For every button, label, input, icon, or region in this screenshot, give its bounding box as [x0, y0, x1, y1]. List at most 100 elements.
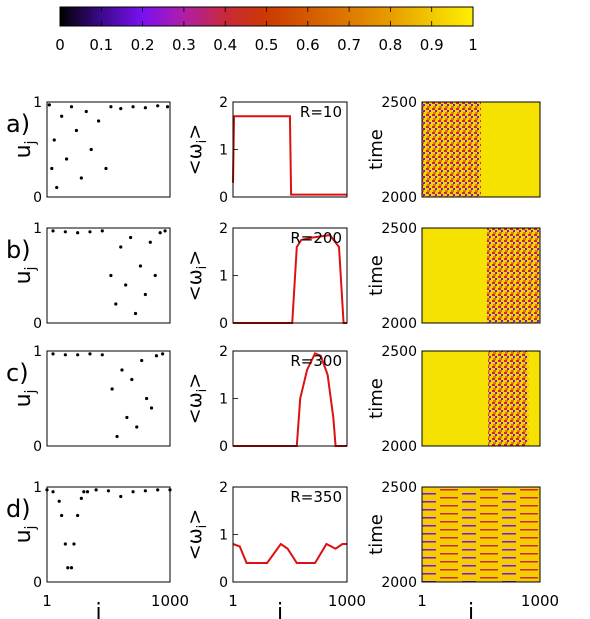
scatter-point: [63, 230, 67, 234]
scatter-point: [119, 107, 123, 111]
heatmap-image: [422, 228, 540, 323]
scatter-point: [52, 138, 56, 142]
scatter-point: [89, 147, 93, 152]
y-tick-label: 0: [33, 190, 42, 206]
x-tick-label: 1: [228, 592, 238, 610]
r-annotation: R=350: [290, 488, 342, 506]
y-tick-label: 2: [219, 221, 228, 237]
axes-frame: [46, 350, 171, 447]
scatter-point: [143, 489, 147, 493]
scatter-point: [69, 566, 74, 570]
colorbar-tick-label: 0.9: [420, 36, 444, 54]
scatter-point: [55, 185, 59, 190]
scatter-point: [84, 109, 88, 114]
series-line: [233, 352, 347, 447]
scatter-point: [145, 396, 149, 401]
y-tick-label: 2: [219, 480, 228, 496]
x-tick-label: 1000: [328, 592, 366, 610]
scatter-point: [51, 490, 55, 494]
y-tick-label: 1: [219, 392, 228, 408]
scatter-point: [148, 240, 152, 244]
scatter-point: [129, 235, 133, 240]
axes-frame: [421, 350, 541, 447]
row-label: b): [6, 236, 31, 264]
scatter-point: [154, 354, 159, 358]
y-tick-label: 2500: [381, 480, 417, 496]
scatter-point: [50, 166, 54, 171]
scatter-point: [94, 488, 98, 492]
y-axis-label: time: [366, 129, 387, 170]
x-axis-label: i: [277, 600, 283, 619]
scatter-point: [51, 352, 55, 356]
scatter-point: [158, 231, 162, 235]
scatter-point: [143, 106, 147, 110]
scatter-point: [60, 513, 64, 518]
row-label: a): [6, 110, 30, 138]
scatter-point: [51, 229, 55, 233]
y-tick-label: 2500: [381, 344, 417, 360]
scatter-point: [74, 128, 79, 133]
series-line: [232, 542, 347, 564]
colorbar-tick-label: 0.8: [378, 36, 402, 54]
axes-frame: [421, 486, 541, 583]
axes-frame: [46, 101, 171, 198]
y-tick-label: 1: [33, 344, 42, 360]
y-tick-label: 0: [219, 575, 228, 591]
y-axis-label: <ωi>: [184, 373, 210, 424]
panels-grid: a)01ujR=10012<ωi>20002500timeb)01ujR=200…: [6, 95, 559, 619]
y-tick-label: 2500: [381, 95, 417, 111]
panel-row: c) 0 1 uj R=300 0 1 2 <ωi> 2000 2500 time: [6, 344, 541, 455]
x-axis-label: i: [95, 600, 101, 619]
scatter-point: [133, 311, 138, 316]
scatter-point: [60, 114, 64, 118]
colorbar-tick-label: 0.7: [337, 36, 361, 54]
row-label: c): [6, 359, 29, 387]
y-axis-label: <ωi>: [184, 124, 210, 175]
scatter-panel: 0 1 uj: [11, 344, 171, 455]
x-axis-label: i: [468, 600, 474, 619]
y-tick-label: 0: [219, 190, 228, 206]
y-tick-label: 1: [33, 95, 42, 111]
x-tick-label: 1: [417, 592, 427, 610]
y-tick-label: 2: [219, 95, 228, 111]
scatter-point: [119, 245, 123, 249]
line-panel: R=200 0 1 2 <ωi>: [184, 221, 348, 332]
scatter-point: [140, 358, 144, 363]
scatter-point: [115, 434, 119, 439]
panel-row: a) 0 1 uj R=10 0 1 2 <ωi> 2000 2500 time: [6, 95, 541, 206]
heatmap-image: [422, 351, 540, 446]
y-tick-label: 2000: [381, 316, 417, 332]
r-annotation: R=200: [290, 229, 342, 247]
scatter-point: [120, 368, 124, 372]
row-label: d): [6, 495, 31, 523]
scatter-point: [104, 166, 108, 171]
scatter-point: [76, 353, 80, 357]
colorbar-tick-label: 0.1: [89, 36, 113, 54]
r-annotation: R=10: [300, 103, 342, 121]
y-tick-label: 2500: [381, 221, 417, 237]
scatter-panel: 0 1 uj: [11, 221, 171, 332]
scatter-point: [100, 353, 104, 357]
scatter-point: [110, 387, 114, 391]
scatter-point: [149, 406, 154, 410]
scatter-point: [88, 352, 92, 356]
y-axis-label: uj: [11, 267, 39, 285]
y-tick-label: 1: [33, 480, 42, 496]
y-axis-label: uj: [11, 141, 39, 159]
y-tick-label: 2: [219, 344, 228, 360]
scatter-point: [100, 229, 104, 233]
y-tick-label: 1: [219, 143, 228, 159]
heatmap-image: [422, 487, 540, 582]
y-axis-label: time: [366, 255, 387, 296]
heatmap-panel: 2000 2500 time: [366, 221, 541, 332]
scatter-panel: 0 1 uj: [11, 95, 171, 206]
scatter-point: [85, 490, 90, 494]
scatter-point: [131, 105, 135, 109]
colorbar-tick-label: 0.4: [213, 36, 237, 54]
y-tick-label: 2000: [381, 190, 417, 206]
scatter-point: [64, 157, 69, 161]
scatter-point: [69, 105, 74, 109]
